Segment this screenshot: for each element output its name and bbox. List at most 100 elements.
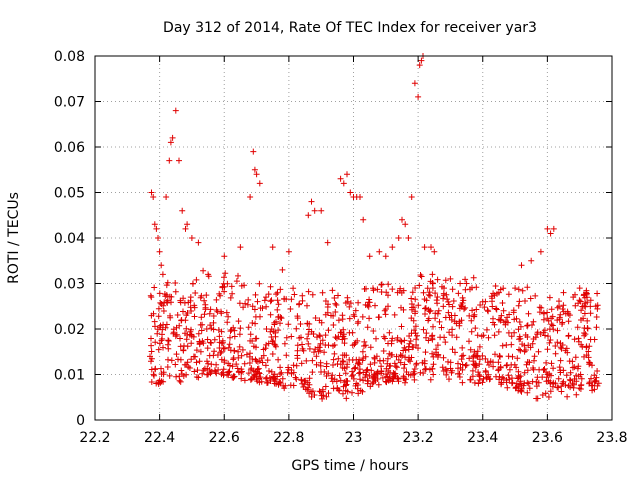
data-point [344,388,351,395]
data-point [182,330,188,337]
data-point [548,360,555,367]
data-point [556,364,563,371]
data-point [175,356,181,363]
data-point [322,298,329,304]
data-point [288,333,295,340]
data-point [309,369,316,376]
data-point [566,376,573,383]
data-point [556,298,562,305]
data-point [296,335,303,341]
data-point [563,372,570,379]
data-point [438,324,445,331]
data-point [499,374,506,381]
data-point [227,294,234,301]
data-point [572,302,579,309]
data-point [412,330,419,337]
data-point [353,356,360,363]
data-point [311,207,318,214]
data-point [282,382,289,389]
data-point [163,292,170,298]
data-point [589,362,595,369]
data-point [591,386,598,393]
data-point [245,296,252,303]
data-point [346,303,353,310]
data-point [366,372,373,379]
data-point [515,374,522,381]
data-point [377,357,383,364]
data-point [422,366,428,373]
data-point [263,303,270,310]
data-point [173,331,180,338]
data-point [412,296,419,303]
data-point [304,302,310,309]
data-point [177,335,183,342]
data-point [547,337,554,343]
data-point [264,379,271,386]
data-point [205,371,212,378]
data-point [516,346,522,353]
data-point [148,366,155,373]
x-tick-label: 22.6 [209,430,240,446]
data-point [308,328,315,335]
data-point [154,330,161,337]
data-point [188,356,195,363]
data-point [482,355,489,362]
data-point [523,361,530,368]
data-point [442,314,449,321]
data-point [584,325,591,331]
data-point [152,365,159,372]
data-point [469,373,476,380]
data-point [240,304,247,311]
data-point [335,355,342,362]
data-point [410,304,417,311]
data-point [378,281,385,288]
data-point [398,323,405,330]
data-point [177,378,184,385]
data-point [447,365,454,372]
data-point [515,368,522,375]
data-point [559,306,566,312]
data-point [503,342,510,348]
data-point [352,364,359,371]
data-point [339,333,346,340]
data-point [299,341,305,348]
data-point [437,334,444,341]
data-point [380,348,387,354]
data-point [473,362,480,369]
data-point [344,171,350,178]
data-point [516,336,523,343]
data-point [309,291,316,298]
data-point [475,380,482,387]
data-point [447,275,454,282]
y-tick-label: 0.03 [54,277,85,293]
data-point [474,348,481,355]
x-tick-label: 23.4 [467,430,498,446]
data-point [333,335,340,342]
data-point [495,359,502,366]
data-point [509,379,516,386]
data-point [247,376,254,383]
data-point [577,298,584,305]
data-point [512,285,519,292]
data-point [495,289,502,296]
data-point [222,270,229,277]
data-point [250,148,257,155]
data-point [268,368,275,375]
data-point [491,321,498,328]
data-point [544,225,551,232]
data-point [429,365,436,372]
data-point [213,361,220,368]
data-point [402,379,408,386]
y-tick-label: 0.01 [54,368,85,384]
data-point [269,244,276,251]
data-point [472,325,479,332]
data-point [351,341,358,348]
data-point [186,331,193,338]
data-point [337,377,344,384]
data-point [330,356,337,363]
data-point [193,276,200,283]
data-point [422,349,429,356]
data-point [231,333,238,340]
data-point [415,93,422,100]
data-point [231,373,238,380]
